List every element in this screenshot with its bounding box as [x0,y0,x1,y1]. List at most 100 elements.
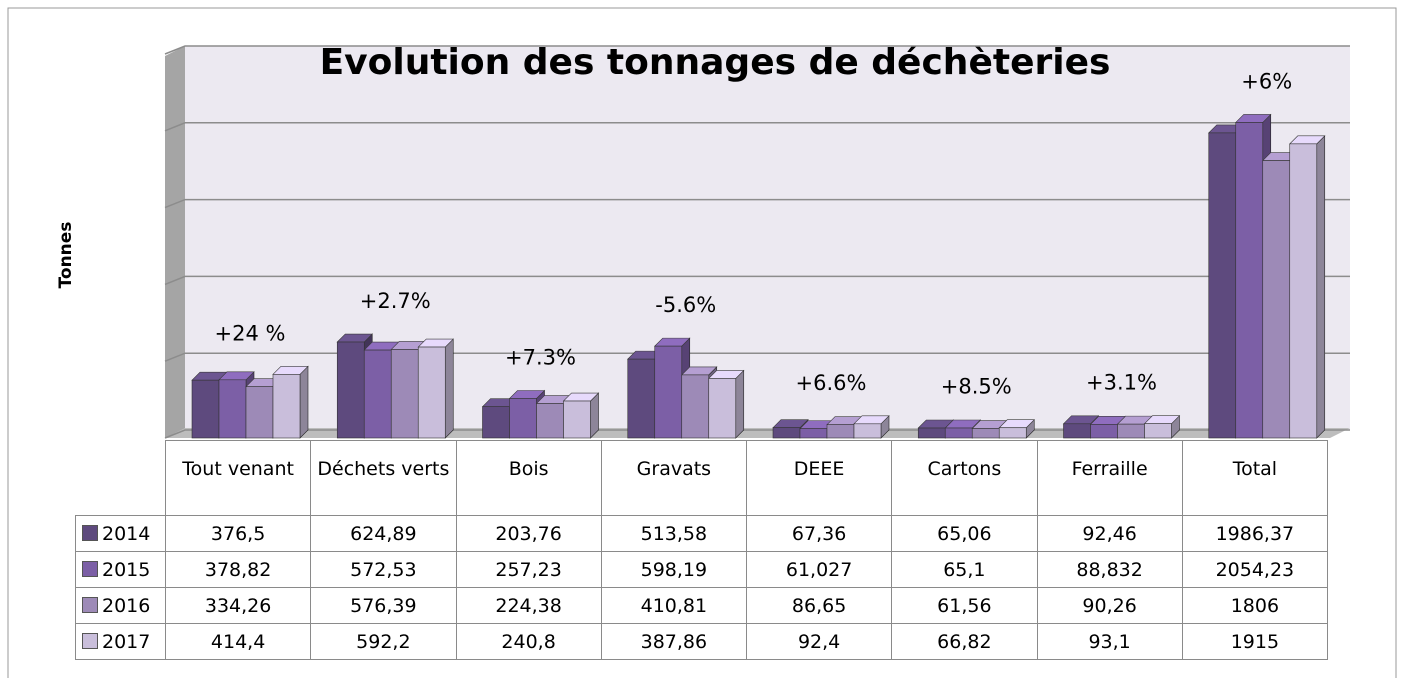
value-label: 624,89 [310,515,457,552]
bar [218,379,247,439]
bar [998,427,1027,439]
bar [417,346,446,439]
legend-label: 2014 [102,522,151,545]
bar [971,428,1000,439]
bar-side [444,338,454,439]
annotation: -5.6% [655,293,716,317]
bar [1235,122,1264,439]
bar [272,374,301,439]
value-label: 61,56 [891,587,1038,624]
value-label: 2054,23 [1181,551,1329,588]
bar-side [735,369,745,439]
bar [1289,143,1318,439]
bar [1262,160,1291,439]
x-tick-label: Total [1181,440,1329,516]
bar [799,428,828,439]
bar [917,427,946,439]
side-wall [165,46,185,438]
legend-label: 2015 [102,558,151,581]
value-label: 378,82 [164,551,312,588]
bar [1063,423,1091,439]
blank-cell [75,440,166,516]
value-label: 86,65 [745,587,893,624]
value-label: 576,39 [310,587,457,624]
value-label: 67,36 [745,515,893,552]
value-label: 513,58 [600,515,748,552]
data-row: 2017 414,4 592,2 240,8 387,86 92,4 66,82 93,1 19… [75,623,1329,660]
bar [245,386,274,439]
bar [853,423,882,439]
legend-label: 2017 [102,630,151,653]
grid-line [164,198,1350,209]
bar [536,403,564,439]
bar [336,341,365,439]
value-label: 66,82 [891,623,1038,660]
x-tick-label: Cartons [891,440,1038,516]
legend-swatch [82,524,98,541]
x-tick-label: Ferraille [1036,440,1183,516]
bar [563,400,591,439]
legend-swatch [82,596,98,613]
bar [390,349,419,439]
grid-line [164,122,1350,132]
chart-title: Evolution des tonnages de déchèteries [320,42,1111,83]
value-label: 93,1 [1036,623,1183,660]
bar [654,345,683,439]
bar [1117,423,1145,439]
value-label: 1806 [1181,587,1329,624]
grid-line [164,352,1350,362]
value-label: 240,8 [455,623,602,660]
legend-label: 2016 [102,594,151,617]
legend-entry: 2016 [75,587,166,624]
legend-swatch [82,632,98,649]
data-row: 2014 376,5 624,89 203,76 513,58 67,36 65,06 92,… [75,515,1329,552]
header-row: Tout venant Déchets verts Bois Gravats DEEE C… [75,440,1329,516]
bar [1144,423,1172,439]
bar [627,358,656,439]
value-label: 90,26 [1036,587,1183,624]
bar [1208,132,1237,439]
bar-side [1316,135,1326,439]
value-label: 414,4 [164,623,312,660]
x-tick-label: Bois [455,440,602,516]
y-axis-label: Tonnes [56,222,76,289]
legend-entry: 2015 [75,551,166,588]
value-label: 334,26 [164,587,312,624]
annotation: +24 % [215,321,286,345]
value-label: 257,23 [455,551,602,588]
value-label: 65,06 [891,515,1038,552]
annotation: +6% [1241,69,1292,93]
legend-swatch [82,560,98,577]
value-label: 65,1 [891,551,1038,588]
x-tick-label: Gravats [600,440,748,516]
annotation: +7.3% [505,345,576,369]
value-label: 88,832 [1036,551,1183,588]
bar [1090,424,1118,439]
value-label: 572,53 [310,551,457,588]
value-label: 387,86 [600,623,748,660]
grid-line [164,275,1350,286]
legend-entry: 2014 [75,515,166,552]
value-label: 61,027 [745,551,893,588]
x-tick-label: Tout venant [164,440,312,516]
annotation: +3.1% [1086,371,1157,395]
value-label: 376,5 [164,515,312,552]
value-label: 410,81 [600,587,748,624]
bar [708,378,737,439]
data-table: Tout venant Déchets verts Bois Gravats DEEE C… [75,440,1329,660]
grid-line [164,45,1350,55]
value-label: 92,46 [1036,515,1183,552]
legend-entry: 2017 [75,623,166,660]
value-label: 598,19 [600,551,748,588]
value-label: 1915 [1181,623,1329,660]
bar [509,398,537,439]
x-tick-label: DEEE [745,440,893,516]
data-row: 2016 334,26 576,39 224,38 410,81 86,65 61,56 90… [75,587,1329,624]
bar [826,424,855,439]
data-row: 2015 378,82 572,53 257,23 598,19 61,027 65,1 88… [75,551,1329,588]
frame [7,7,1397,678]
bar [482,406,510,439]
bar [363,349,392,439]
